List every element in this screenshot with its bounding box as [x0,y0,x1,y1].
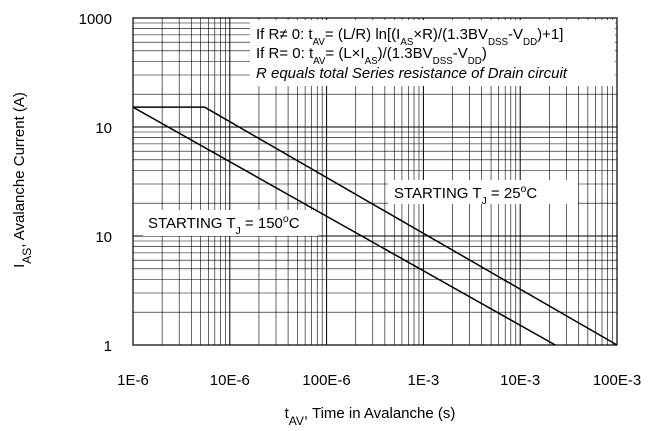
text-segment: AV [313,56,326,67]
series-line [133,106,618,346]
annotation: STARTING TJ = 25oC [394,183,537,207]
y-tick-label: 10 [95,120,112,137]
series-line [132,106,556,346]
text-segment: ×R)/(1.3BV [413,26,488,43]
labels: 1E-6 10E-6 100E-6 1E-3 10E-3 100E-3 1000 10 10 1 t… [11,11,641,428]
text-segment: AS [400,37,414,48]
text-segment: = (L/R) ln[(I [325,26,400,43]
text-segment: AS [20,248,34,264]
text-segment: o [521,183,527,195]
text-segment: )+1] [537,26,563,43]
text-segment: DSS [433,56,454,67]
x-tick-label: 10E-6 [210,372,250,389]
text-segment: , Time in Avalanche (s) [304,405,455,422]
x-tick-label: 100E-6 [302,372,350,389]
text-segment: DD [468,56,482,67]
x-tick-label: 1E-6 [117,372,149,389]
text-segment: )/(1.3BV [378,45,433,62]
text-segment: -V [453,45,468,62]
text-segment: AS [365,56,379,67]
text-segment: AV [289,414,304,428]
annotation: If R≠ 0: tAV= (L/R) ln[(IAS×R)/(1.3BVDSS… [256,26,563,48]
text-segment: C [289,215,300,232]
annotation: If R= 0: tAV= (L×IAS)/(1.3BVDSS-VDD) [256,45,487,67]
annotation: R equals total Series resistance of Drai… [256,65,568,82]
x-tick-label: 100E-3 [593,372,641,389]
text-segment: ) [482,45,487,62]
text-segment: DD [523,37,537,48]
x-tick-label: 1E-3 [408,372,440,389]
y-axis-label: IAS, Avalanche Current (A) [11,92,34,268]
annotation-background [250,20,615,86]
text-segment: = 150 [241,215,283,232]
x-axis-label: tAV, Time in Avalanche (s) [285,405,456,428]
plot-frame [132,17,618,346]
text-segment: = 25 [487,185,521,202]
text-segment: , Avalanche Current (A) [11,92,28,248]
text-segment: R equals total Series resistance of Drai… [256,65,568,82]
text-segment: o [283,213,289,225]
annotation-background [143,210,318,236]
text-segment: t [285,405,290,422]
text-segment: J [482,195,487,207]
grid [132,17,618,346]
lines [132,106,618,346]
x-tick-label: 10E-3 [500,372,540,389]
text-segment: AV [313,37,326,48]
annotation: STARTING TJ = 150oC [148,213,300,237]
y-tick-label: 1 [104,338,112,355]
text-segment: C [526,185,537,202]
text-segment: = (L×I [325,45,364,62]
text-segment: STARTING T [148,215,236,232]
y-tick-label: 10 [95,229,112,246]
text-segment: STARTING T [394,185,482,202]
text-segment: DSS [488,37,509,48]
text-segment: If R= 0: t [256,45,314,62]
text-segment: I [11,264,28,268]
annotation-background [388,180,578,204]
text-segment: If R≠ 0: t [256,26,313,43]
text-segment: J [236,225,241,237]
text-segment: -V [508,26,523,43]
y-tick-label: 1000 [79,11,112,28]
